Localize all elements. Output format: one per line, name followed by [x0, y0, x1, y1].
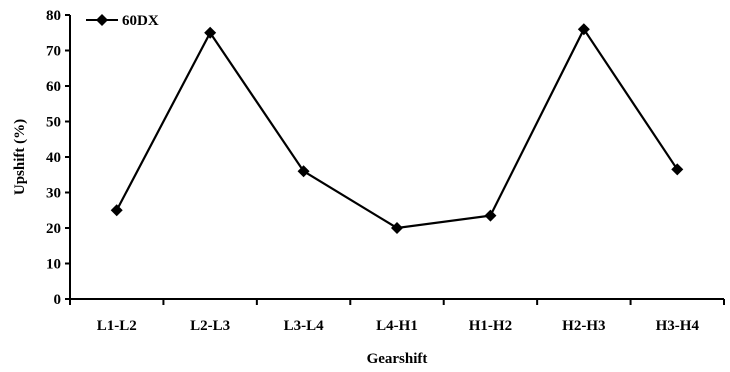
y-tick-label: 20	[46, 221, 61, 237]
x-tick-label: H1-H2	[469, 318, 512, 334]
x-axis-title: Gearshift	[367, 351, 428, 367]
legend: 60DX	[86, 13, 159, 29]
y-tick-label: 50	[46, 115, 61, 131]
y-axis: 0 10 20 30 40 50 60 70 80	[46, 8, 71, 308]
y-tick-label: 30	[46, 186, 61, 202]
legend-diamond-marker	[96, 14, 108, 26]
data-point-marker	[391, 222, 403, 234]
legend-series-name: 60DX	[122, 13, 159, 29]
y-tick-label: 10	[46, 257, 61, 273]
y-tick-label: 80	[46, 8, 61, 24]
x-tick-label: H2-H3	[562, 318, 605, 334]
y-tick-label: 40	[46, 150, 61, 166]
data-point-marker	[484, 209, 497, 222]
x-tick-label: L4-H1	[376, 318, 418, 334]
data-point-marker	[577, 23, 590, 36]
x-tick-label: H3-H4	[656, 318, 700, 334]
y-tick-label: 0	[54, 292, 62, 308]
series-layer	[110, 23, 684, 234]
y-tick-label: 70	[46, 44, 61, 60]
x-tick-label: L1-L2	[97, 318, 137, 334]
y-tick-label: 60	[46, 79, 61, 95]
data-point-marker	[110, 204, 123, 217]
data-point-marker	[297, 165, 310, 178]
series-line	[115, 27, 679, 230]
y-axis-title: Upshift (%)	[12, 119, 28, 195]
x-tick-label: L2-L3	[190, 318, 230, 334]
x-axis: L1-L2 L2-L3 L3-L4 L4-H1 H1-H2 H2-H3 H3-H4	[69, 298, 725, 334]
data-point-marker	[204, 26, 217, 39]
x-tick-label: L3-L4	[284, 318, 325, 334]
data-point-marker	[671, 163, 684, 176]
